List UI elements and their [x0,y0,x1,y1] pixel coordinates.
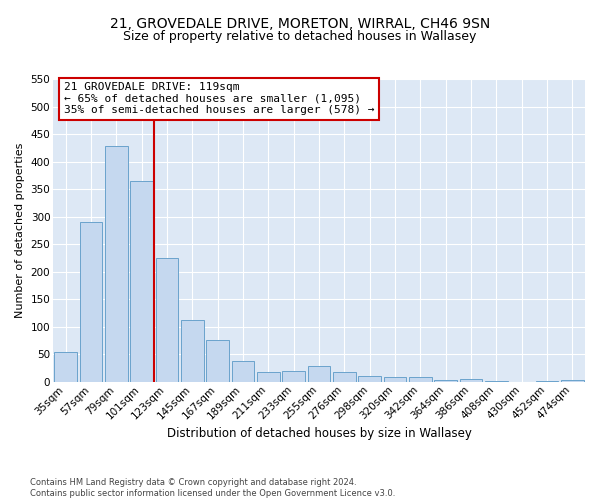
Bar [283,371,305,382]
Bar [308,366,331,382]
Text: 21 GROVEDALE DRIVE: 119sqm
← 65% of detached houses are smaller (1,095)
35% of s: 21 GROVEDALE DRIVE: 119sqm ← 65% of deta… [64,82,374,115]
Text: Size of property relative to detached houses in Wallasey: Size of property relative to detached ho… [124,30,476,43]
Bar [333,372,356,382]
Bar [561,380,584,382]
Bar [460,379,482,382]
Bar [358,376,381,382]
Bar [55,352,77,382]
Text: Contains HM Land Registry data © Crown copyright and database right 2024.
Contai: Contains HM Land Registry data © Crown c… [30,478,395,498]
Bar [105,146,128,382]
Bar [80,222,103,382]
Bar [155,258,178,382]
Bar [434,380,457,382]
Bar [409,378,432,382]
Bar [206,340,229,382]
Bar [257,372,280,382]
Text: 21, GROVEDALE DRIVE, MORETON, WIRRAL, CH46 9SN: 21, GROVEDALE DRIVE, MORETON, WIRRAL, CH… [110,18,490,32]
Y-axis label: Number of detached properties: Number of detached properties [15,142,25,318]
X-axis label: Distribution of detached houses by size in Wallasey: Distribution of detached houses by size … [167,427,472,440]
Bar [485,380,508,382]
Bar [383,377,406,382]
Bar [232,361,254,382]
Bar [181,320,204,382]
Bar [130,181,153,382]
